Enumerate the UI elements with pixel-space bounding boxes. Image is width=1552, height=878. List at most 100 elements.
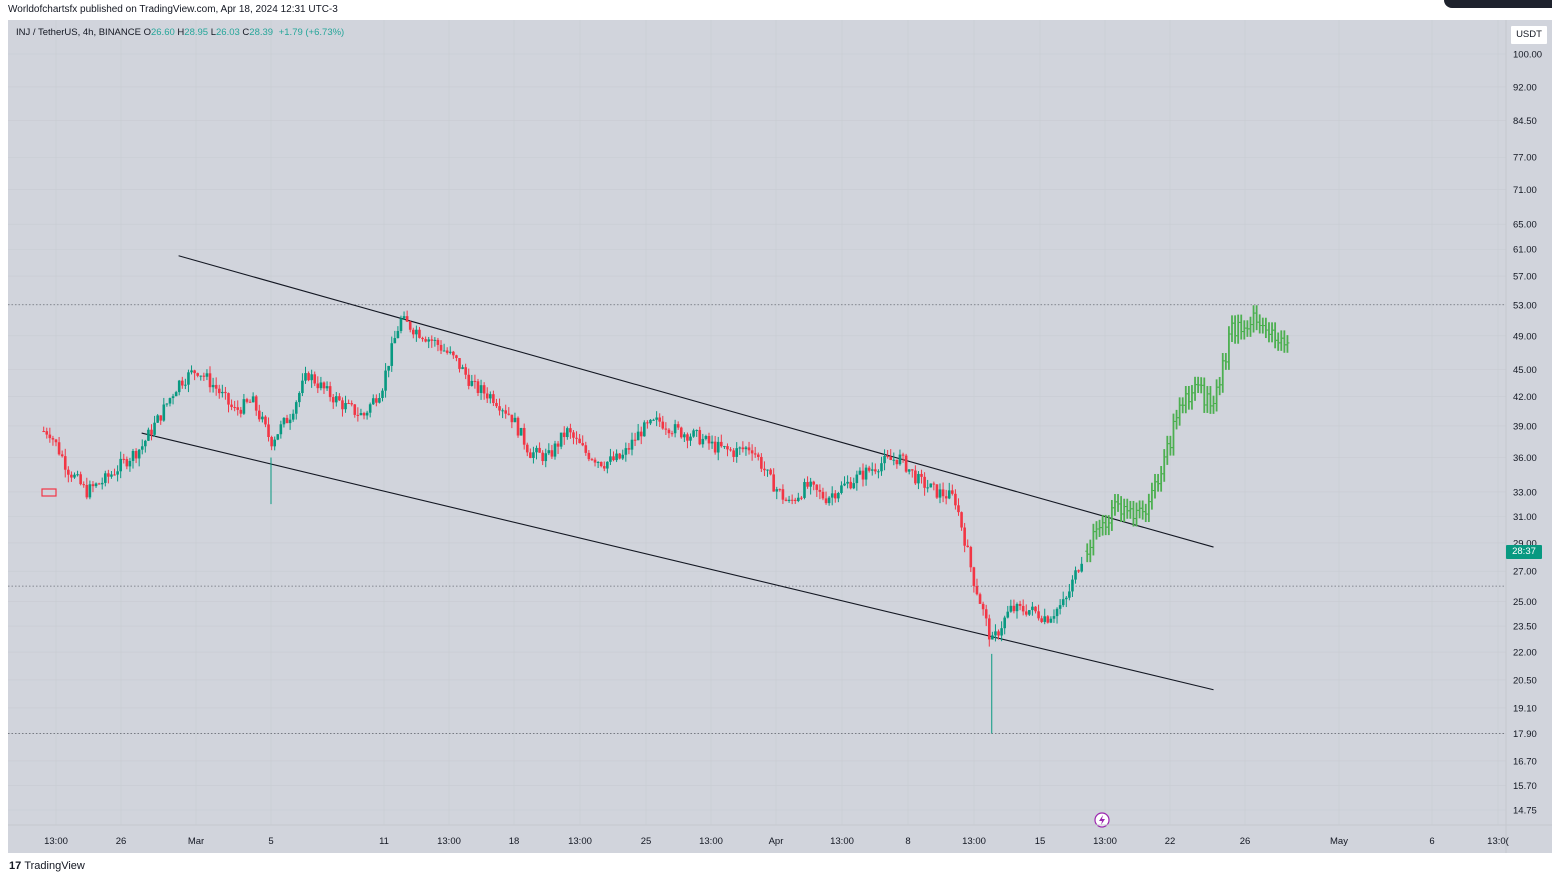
candle-body <box>566 428 569 438</box>
time-tick-label: 13:00 <box>699 836 723 847</box>
candle-body <box>236 407 240 410</box>
candle-body <box>1009 605 1013 612</box>
candle-body <box>464 367 467 375</box>
candle-body <box>652 419 655 421</box>
candle-body <box>1064 597 1068 600</box>
candle-body <box>744 447 748 450</box>
candle-body <box>70 474 73 478</box>
candle-body <box>837 493 840 499</box>
candle-body <box>938 489 942 498</box>
chart-area[interactable]: 100.00 92.00 84.50 77.00 71.00 65.00 61.00 57.0… <box>8 20 1552 853</box>
candle-body <box>190 370 193 373</box>
candle-body <box>1003 617 1006 629</box>
candle-body <box>307 373 310 381</box>
candle-body <box>926 487 929 489</box>
candle-body <box>48 434 52 439</box>
candle-body <box>128 460 132 467</box>
candle-body <box>196 373 199 376</box>
candle-body <box>914 470 917 484</box>
candle-body <box>187 372 190 385</box>
chart-markers <box>41 488 1110 828</box>
candle-body <box>368 404 372 413</box>
candle-body <box>408 321 412 330</box>
candle-body <box>720 441 723 447</box>
candle-body <box>282 417 286 425</box>
candle-body <box>686 434 689 441</box>
candle-body <box>707 436 711 444</box>
candle-body <box>630 439 634 450</box>
candle-body <box>658 417 662 422</box>
candle-body <box>248 401 252 403</box>
price-tick-label: 16.70 <box>1513 756 1537 767</box>
candle-body <box>944 496 948 499</box>
candle-body <box>827 497 831 504</box>
candle-body <box>254 396 258 411</box>
legend-low-label: L <box>210 27 216 38</box>
candle-body <box>741 447 745 450</box>
corner-tab[interactable] <box>1444 0 1552 8</box>
candle-body <box>602 466 606 469</box>
candle-body <box>818 489 822 492</box>
candle-body <box>1015 603 1019 612</box>
time-tick-label: 13:00 <box>1093 836 1117 847</box>
candle-body <box>291 413 295 420</box>
candle-body <box>202 375 206 377</box>
candle-body <box>929 483 933 488</box>
candle-body <box>519 427 523 436</box>
time-tick-label: 11 <box>379 836 389 847</box>
candle-body <box>430 339 434 341</box>
candle-body <box>489 394 492 399</box>
time-tick-label: 18 <box>509 836 520 847</box>
chart-svg[interactable]: 100.00 92.00 84.50 77.00 71.00 65.00 61.00 57.0… <box>8 20 1552 853</box>
candle-body <box>547 450 551 454</box>
candle-body <box>790 499 794 501</box>
candle-body <box>390 343 394 366</box>
candle-body <box>723 446 726 448</box>
candle-body <box>365 412 369 416</box>
candle-body <box>895 459 899 465</box>
candle-body <box>701 438 705 445</box>
candle-body <box>833 493 837 499</box>
time-tick-label: 13:0( <box>1487 836 1509 847</box>
candle-body <box>51 438 55 440</box>
candle-body <box>550 450 554 457</box>
candle-body <box>544 453 548 462</box>
currency-unit-button[interactable]: USDT <box>1510 25 1548 45</box>
candle-body <box>710 441 714 444</box>
candle-body <box>612 456 615 461</box>
candle-body <box>393 338 397 344</box>
candle-body <box>769 469 772 475</box>
candle-body <box>815 484 819 490</box>
candle-body <box>60 454 64 457</box>
candle-body <box>298 393 301 403</box>
price-tick-label: 14.75 <box>1513 806 1537 817</box>
chart-background <box>8 20 1552 853</box>
candle-body <box>159 415 163 421</box>
candle-body <box>1034 606 1037 612</box>
candle-body <box>405 316 409 322</box>
candle-body <box>849 481 852 489</box>
candle-body <box>341 400 344 410</box>
candle-body <box>144 440 147 447</box>
lightning-glyph-icon <box>1099 815 1105 825</box>
candle-body <box>119 458 122 472</box>
candle-body <box>991 635 994 640</box>
footer <box>0 853 1552 878</box>
legend-high-label: H <box>177 27 185 38</box>
candle-body <box>1012 605 1016 612</box>
tradingview-mark-icon: 17 <box>9 860 22 872</box>
candle-body <box>750 450 754 454</box>
candle-body <box>353 404 357 415</box>
price-tick-label: 23.50 <box>1513 622 1537 633</box>
candle-body <box>344 403 347 410</box>
price-tick-label: 36.00 <box>1513 453 1537 464</box>
legend-low: 26.03 <box>216 27 240 38</box>
price-tick-label: 53.00 <box>1513 300 1537 311</box>
symbol-legend: INJ / TetherUS, 4h, BINANCE O26.60 H28.9… <box>16 27 344 38</box>
tradingview-logo[interactable]: 17 TradingView <box>9 860 85 872</box>
time-tick-label: 26 <box>1240 836 1251 847</box>
candle-body <box>211 384 215 388</box>
candle-body <box>227 393 230 405</box>
candle-body <box>716 441 720 453</box>
candles <box>42 310 1083 734</box>
